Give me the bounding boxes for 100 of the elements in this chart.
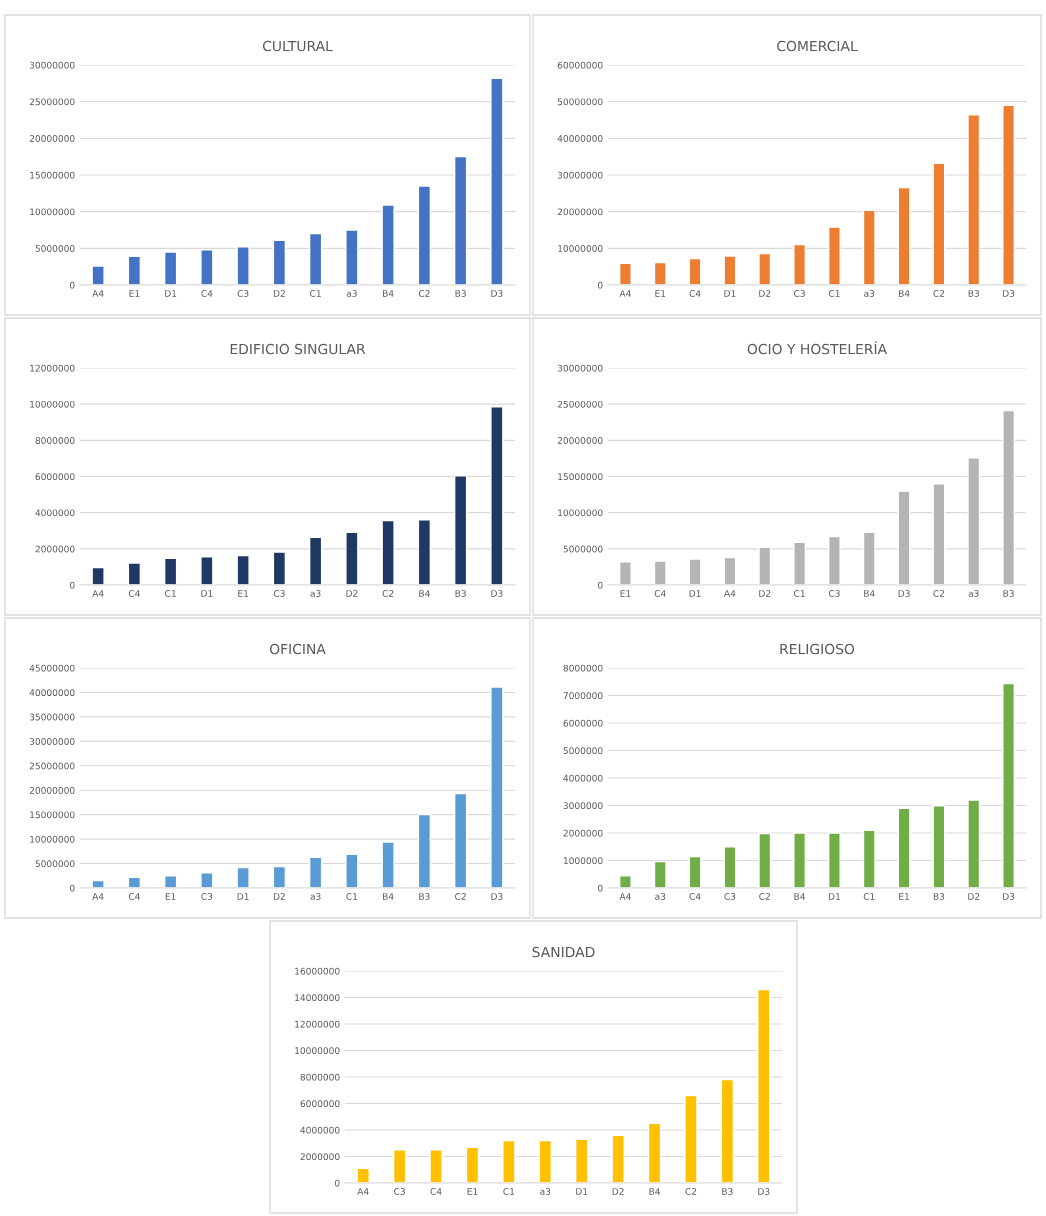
bar: [1002, 104, 1016, 285]
x-tick-label: C4: [128, 893, 140, 900]
y-tick-label: 20000000: [29, 786, 75, 794]
bar: [653, 860, 667, 888]
x-tick-label: A4: [619, 290, 631, 297]
bar: [897, 490, 911, 585]
y-tick-label: 10000000: [558, 509, 603, 517]
x-tick-label: C1: [310, 290, 321, 297]
x-tick-label: D3: [758, 1188, 770, 1195]
bar: [236, 866, 250, 888]
y-tick-label: 0: [69, 581, 75, 589]
x-tick-label: C3: [237, 290, 249, 297]
bar: [91, 566, 105, 585]
x-tick-label: D1: [828, 893, 840, 900]
y-tick-label: 5000000: [563, 545, 603, 553]
bar: [345, 229, 359, 285]
x-tick-label: D3: [491, 893, 503, 900]
y-tick-label: 35000000: [29, 713, 75, 721]
bar: [897, 186, 911, 285]
x-tick-label: C1: [165, 590, 176, 597]
y-tick-label: 15000000: [30, 811, 75, 819]
x-tick-label: C4: [689, 893, 701, 900]
x-tick-label: D2: [346, 590, 358, 597]
x-tick-label: C3: [273, 590, 285, 597]
bar: [538, 1139, 552, 1183]
y-tick-label: 50000000: [557, 98, 603, 106]
bar: [653, 560, 667, 585]
x-tick-label: a3: [655, 893, 666, 900]
x-tick-label: D3: [1003, 893, 1015, 900]
x-tick-label: D2: [273, 290, 285, 297]
bar: [932, 483, 946, 585]
bar: [465, 1146, 480, 1183]
x-tick-label: D1: [237, 893, 249, 900]
x-tick-label: D3: [1003, 290, 1015, 297]
x-tick-label: A4: [92, 893, 104, 900]
bar: [127, 562, 142, 585]
bar: [618, 262, 632, 285]
bar: [381, 204, 395, 285]
y-tick-label: 8000000: [300, 1073, 340, 1081]
bar: [236, 246, 250, 285]
y-tick-label: 16000000: [295, 967, 340, 975]
x-tick-label: C2: [759, 893, 770, 900]
bar: [490, 77, 504, 285]
bar: [862, 531, 876, 585]
y-tick-label: 8000000: [563, 664, 603, 672]
y-tick-label: 2000000: [300, 1153, 340, 1161]
y-tick-label: 10000000: [30, 835, 75, 843]
x-tick-label: a3: [346, 290, 357, 297]
x-tick-label: D3: [491, 290, 503, 297]
x-tick-label: E1: [129, 290, 140, 297]
x-tick-label: D2: [759, 590, 771, 597]
x-tick-label: C2: [455, 893, 466, 900]
bar: [417, 813, 432, 888]
bar: [91, 265, 105, 285]
bar: [453, 155, 468, 285]
bar: [453, 475, 468, 585]
x-tick-label: D2: [759, 290, 771, 297]
x-tick-label: B4: [794, 893, 806, 900]
x-tick-label: C4: [128, 590, 140, 597]
x-tick-label: B3: [1003, 590, 1014, 597]
x-tick-label: B4: [419, 590, 430, 597]
x-tick-label: B3: [722, 1188, 733, 1195]
x-tick-label: D1: [689, 590, 701, 597]
bar: [345, 853, 359, 888]
bar: [308, 856, 323, 888]
y-tick-label: 7000000: [563, 692, 603, 700]
x-tick-label: A4: [619, 893, 631, 900]
y-tick-label: 40000000: [29, 689, 75, 696]
x-tick-label: C1: [794, 590, 805, 597]
bar: [618, 561, 632, 585]
x-tick-label: A4: [92, 590, 104, 597]
x-tick-label: E1: [238, 590, 249, 597]
y-tick-label: 2000000: [35, 545, 75, 553]
x-tick-label: C3: [794, 290, 805, 297]
x-tick-label: D1: [724, 290, 736, 297]
bar: [758, 252, 772, 285]
bar: [345, 531, 359, 585]
y-tick-label: 10000000: [30, 400, 75, 408]
bar: [163, 557, 178, 585]
x-tick-label: D1: [165, 290, 177, 297]
x-tick-label: B3: [968, 290, 979, 297]
x-tick-label: C3: [394, 1188, 405, 1195]
y-tick-label: 0: [597, 884, 603, 892]
bar: [200, 556, 214, 585]
x-tick-label: C3: [201, 893, 213, 900]
bar: [127, 255, 142, 285]
y-tick-label: 10000000: [558, 245, 603, 252]
x-tick-label: D2: [273, 893, 285, 900]
bar: [932, 805, 946, 888]
x-tick-label: C4: [430, 1188, 442, 1195]
bar: [381, 841, 395, 888]
x-tick-label: D3: [898, 590, 910, 597]
bar: [236, 554, 250, 585]
x-tick-label: A4: [357, 1188, 369, 1195]
y-tick-label: 2000000: [563, 829, 603, 837]
y-tick-label: 4000000: [300, 1126, 340, 1134]
bar: [684, 1094, 698, 1183]
x-tick-label: E1: [165, 893, 176, 900]
bar: [272, 239, 287, 285]
bar: [91, 879, 105, 888]
